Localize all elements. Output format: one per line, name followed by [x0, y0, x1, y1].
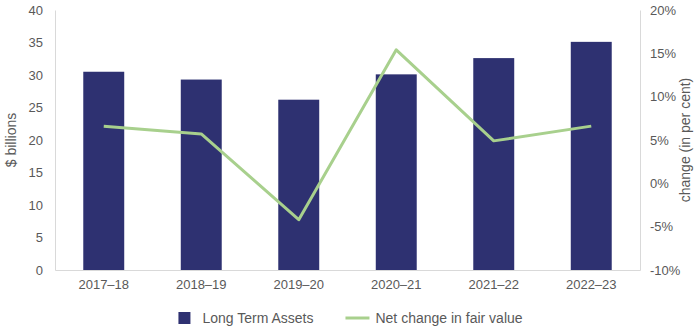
x-tick: 2019–20: [273, 270, 324, 292]
y2-tick: 0%: [640, 176, 669, 191]
y2-tick-label: 5%: [650, 133, 669, 148]
axis-line: [56, 270, 641, 271]
y-tick: 35: [29, 35, 55, 50]
y-tick-label: 40: [29, 3, 43, 18]
line: [104, 50, 592, 220]
y-tick-label: 20: [29, 133, 43, 148]
axis-line: [55, 11, 56, 271]
chart: 2017–18 2018–19 2019–20 2020–21 2021–22 2022–…: [0, 0, 700, 335]
y2-tick-label: -10%: [650, 263, 681, 278]
y-tick-label: 10: [29, 198, 43, 213]
y-tick-label: 35: [29, 35, 43, 50]
y-tick-label: 30: [29, 68, 43, 83]
x-tick: 2018–19: [176, 270, 227, 292]
axis-line: [640, 11, 641, 271]
legend-item: Long Term Assets: [178, 310, 313, 326]
x-tick-label: 2018–19: [176, 277, 227, 292]
x-tick-label: 2020–21: [371, 277, 422, 292]
legend-label: Long Term Assets: [202, 310, 313, 326]
x-tick: 2017–18: [78, 270, 129, 292]
x-tick-label: 2021–22: [468, 277, 519, 292]
y2-tick: -5%: [640, 219, 674, 234]
y2-axis: -10% -5% 0% 5% 10% 15% 20%: [640, 3, 681, 278]
y2-tick: 10%: [640, 89, 676, 104]
y-axis-title: $ billions: [3, 113, 19, 167]
y-tick-label: 0: [36, 263, 43, 278]
legend-label: Net change in fair value: [375, 310, 522, 326]
y2-tick: 15%: [640, 46, 676, 61]
x-tick-label: 2017–18: [78, 277, 129, 292]
y-tick: 10: [29, 198, 55, 213]
bar: [278, 100, 319, 270]
y2-tick-label: 20%: [650, 3, 676, 18]
y-tick: 0: [36, 263, 55, 278]
y-tick: 25: [29, 100, 55, 115]
x-tick-label: 2019–20: [273, 277, 324, 292]
bar: [571, 42, 612, 270]
x-axis: 2017–18 2018–19 2019–20 2020–21 2021–22 2022–…: [56, 270, 641, 292]
legend-swatch: [178, 312, 190, 324]
x-tick: 2021–22: [468, 270, 519, 292]
y-tick: 20: [29, 133, 55, 148]
y2-tick-label: 0%: [650, 176, 669, 191]
y-tick: 30: [29, 68, 55, 83]
y-tick-label: 5: [36, 230, 43, 245]
y2-tick-label: 10%: [650, 89, 676, 104]
x-tick-label: 2022–23: [566, 277, 617, 292]
bar: [376, 74, 417, 270]
bar-series: [83, 42, 611, 270]
y2-tick: 20%: [640, 3, 676, 18]
bar: [83, 72, 124, 270]
y-tick: 40: [29, 3, 55, 18]
y-tick-label: 25: [29, 100, 43, 115]
y2-tick: -10%: [640, 263, 681, 278]
y2-tick-label: -5%: [650, 219, 674, 234]
plot-area: 2017–18 2018–19 2019–20 2020–21 2021–22 2022–…: [29, 3, 681, 293]
y2-tick-label: 15%: [650, 46, 676, 61]
y-axis: 0 5 10 15 20 25 30 35 40: [29, 3, 56, 278]
y-tick: 5: [36, 230, 55, 245]
legend: Long Term Assets Net change in fair value: [178, 310, 522, 326]
y-tick: 15: [29, 165, 55, 180]
y-tick-label: 15: [29, 165, 43, 180]
legend-swatch: [345, 317, 369, 320]
legend-item: Net change in fair value: [345, 310, 522, 326]
bar: [181, 80, 222, 270]
bar: [473, 58, 514, 270]
y2-tick: 5%: [640, 133, 669, 148]
y2-axis-title: change (in per cent): [677, 78, 693, 203]
x-tick: 2022–23: [566, 270, 617, 292]
x-tick: 2020–21: [371, 270, 422, 292]
marks: [83, 42, 611, 270]
